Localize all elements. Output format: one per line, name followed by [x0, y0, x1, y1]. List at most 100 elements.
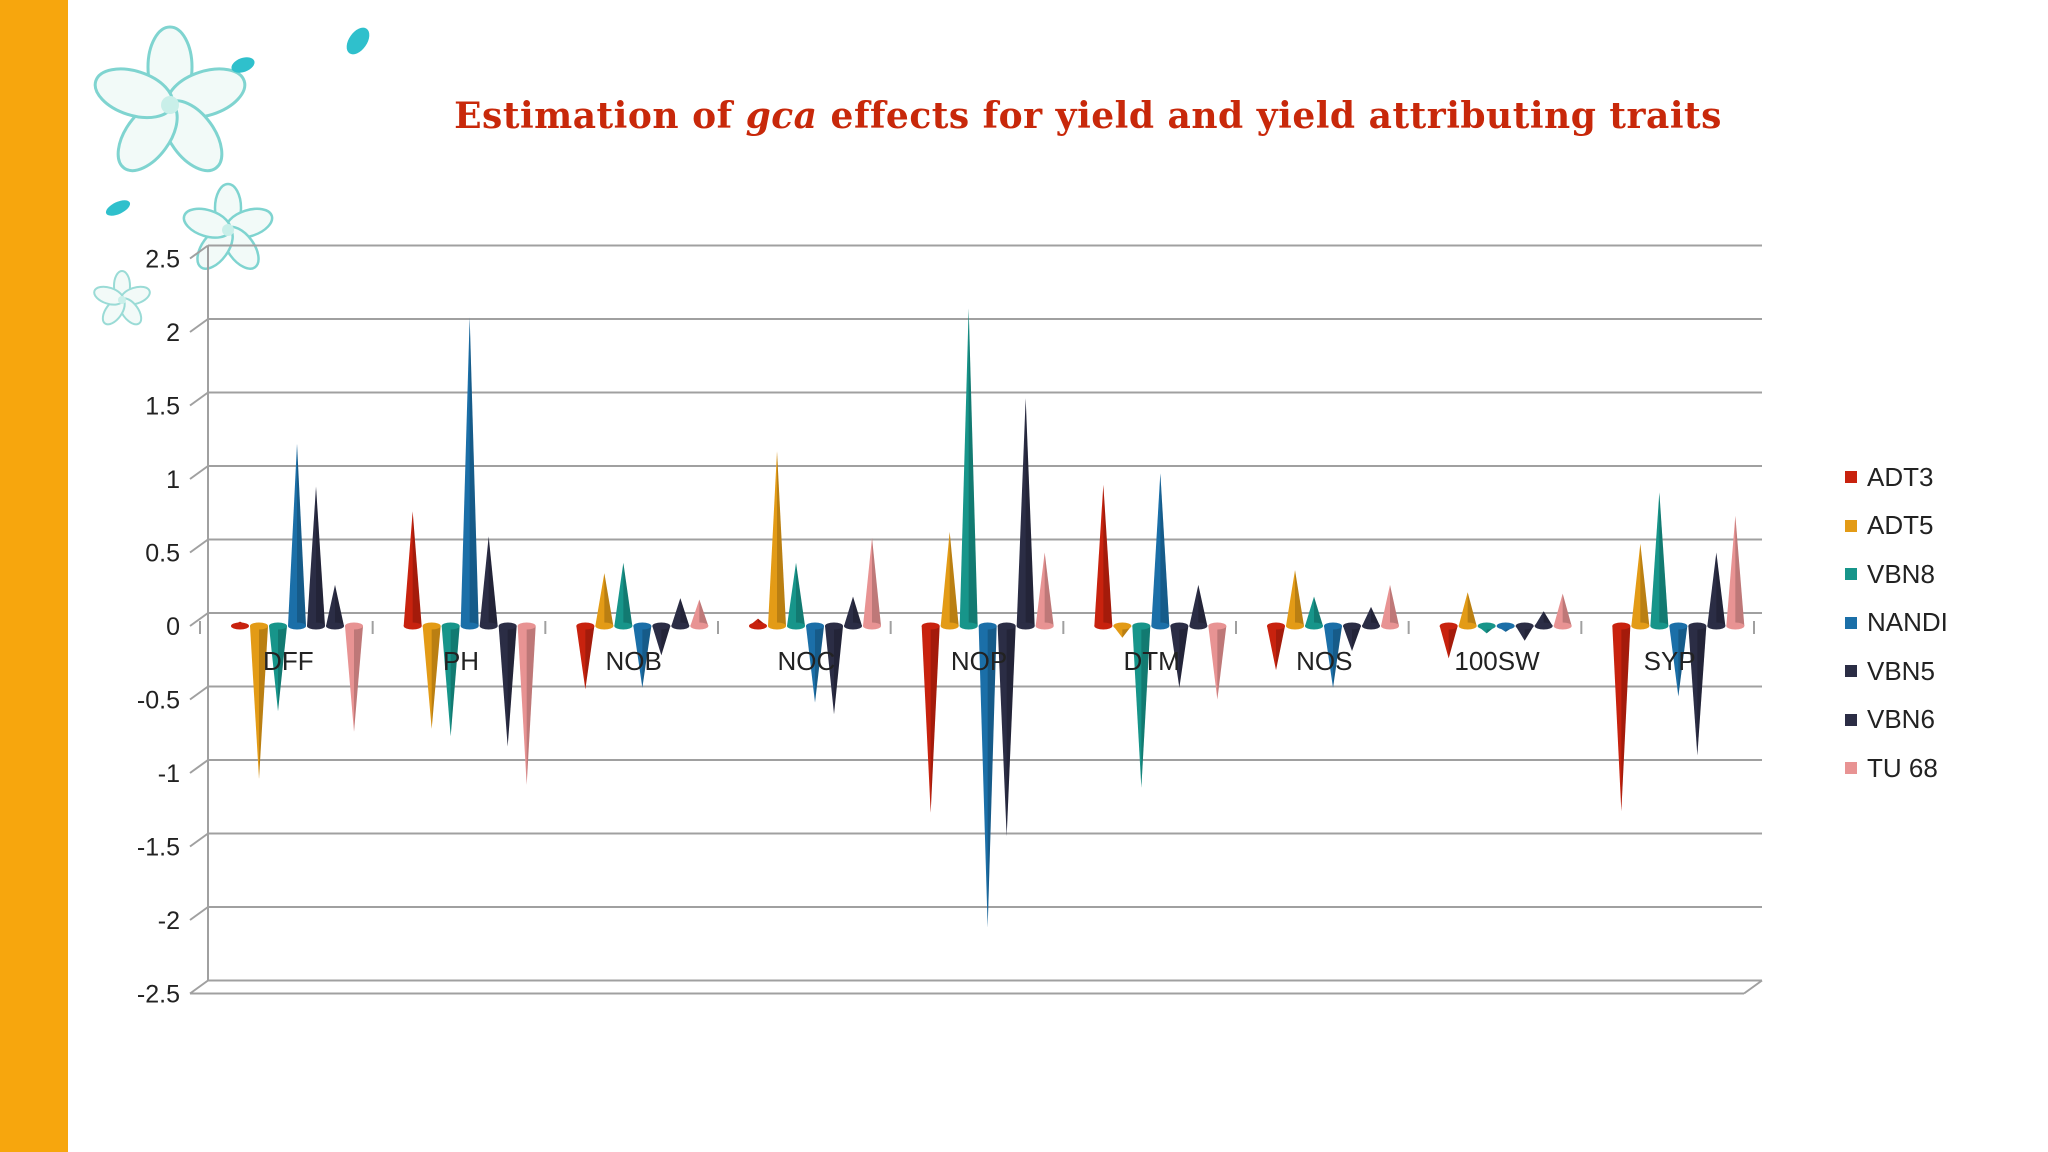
- y-tick-label: -0.5: [137, 687, 180, 715]
- legend-swatch: [1845, 519, 1857, 532]
- bar: [1726, 515, 1745, 630]
- bar: [652, 622, 671, 656]
- gridline-depth: [189, 465, 209, 480]
- legend-swatch: [1845, 665, 1857, 678]
- bar: [422, 622, 441, 729]
- bar: [921, 622, 940, 813]
- legend-label: TU 68: [1867, 752, 1938, 783]
- y-tick-label: 2: [166, 319, 180, 347]
- legend-label: ADT5: [1867, 510, 1934, 541]
- gridline-depth: [189, 612, 209, 627]
- bar: [614, 562, 633, 630]
- category-label: 100SW: [1454, 646, 1540, 676]
- y-axis-labels: 2.5 2 1.5 1 0.5 0 -0.5 -1 -1.5 -2 -2.5: [137, 246, 180, 1009]
- bar: [1612, 622, 1631, 812]
- bar: [1189, 584, 1208, 630]
- bar: [1458, 592, 1477, 630]
- bar: [1094, 484, 1113, 630]
- y-tick-label: 1.5: [145, 393, 180, 421]
- y-tick-label: -2.5: [137, 981, 180, 1009]
- bar: [633, 622, 652, 688]
- bar: [1631, 543, 1650, 630]
- bar: [1362, 606, 1380, 630]
- bar: [787, 562, 805, 630]
- medium-flower-icon: [182, 182, 274, 270]
- gridline-depth: [189, 979, 209, 995]
- bar: [288, 443, 306, 630]
- category-label: DFF: [263, 646, 314, 676]
- bar: [326, 584, 344, 630]
- y-tick-label: -2: [158, 907, 180, 935]
- legend-swatch: [1845, 568, 1857, 581]
- category-label: NOS: [1296, 646, 1352, 676]
- legend-swatch: [1845, 713, 1857, 726]
- bar: [1286, 570, 1304, 630]
- bar: [1324, 622, 1342, 688]
- bar: [1515, 622, 1534, 641]
- small-flower-icon: [93, 270, 151, 326]
- bar: [1669, 622, 1688, 697]
- bar: [940, 531, 959, 630]
- y-tick-label: -1.5: [137, 834, 180, 862]
- floor-side-edge: [1743, 979, 1763, 995]
- title-prefix: Estimation of: [454, 95, 746, 137]
- bar: [671, 598, 690, 630]
- accent-bar: [0, 0, 68, 1152]
- y-tick-label: 1: [166, 466, 180, 494]
- y-tick-label: 2.5: [145, 246, 180, 274]
- bar: [403, 511, 422, 630]
- bar: [479, 536, 498, 630]
- bar: [595, 573, 614, 630]
- gridline-depth: [189, 318, 209, 333]
- bar: [498, 622, 517, 747]
- legend-swatch: [1845, 762, 1857, 775]
- category-label: PH: [443, 646, 479, 676]
- bar: [1650, 492, 1669, 630]
- legend-label: VBN6: [1867, 704, 1935, 735]
- bar: [825, 622, 843, 715]
- bar: [1553, 593, 1572, 630]
- bar: [1707, 552, 1726, 630]
- gridline-depth: [189, 244, 209, 260]
- bar: [997, 622, 1016, 837]
- bar: [1534, 611, 1553, 630]
- category-label: NOP: [951, 646, 1007, 676]
- large-flower-icon: [93, 25, 247, 173]
- gridline-depth: [189, 759, 209, 774]
- legend-item: ADT3: [1845, 453, 2045, 502]
- bar: [1496, 622, 1515, 632]
- bar: [460, 317, 479, 630]
- bar: [1016, 398, 1035, 630]
- bar: [1208, 622, 1227, 700]
- legend-swatch: [1845, 616, 1857, 629]
- category-labels: DFF PH NOB NOC NOP DTM NOS 100SW SYP: [263, 646, 1696, 676]
- bar: [517, 622, 536, 785]
- legend-item: VBN5: [1845, 647, 2045, 696]
- bar: [345, 622, 363, 732]
- gridline-depth: [189, 832, 209, 848]
- bar: [576, 622, 595, 690]
- bar: [844, 596, 862, 630]
- bar: [1381, 584, 1399, 630]
- bar: [1343, 622, 1361, 651]
- bar: [1305, 596, 1323, 630]
- title-suffix: effects for yield and yield attributing …: [817, 95, 1722, 137]
- bar: [1035, 552, 1054, 630]
- bar: [959, 308, 978, 630]
- y-tick-label: -1: [158, 760, 180, 788]
- bar: [231, 621, 249, 630]
- legend-label: VBN5: [1867, 655, 1935, 686]
- bar: [749, 618, 767, 630]
- category-label: NOC: [777, 646, 835, 676]
- bar: [1477, 622, 1496, 634]
- bar: [1151, 473, 1170, 630]
- bar: [1267, 622, 1285, 671]
- legend-swatch: [1845, 471, 1857, 484]
- title-italic: gca: [745, 95, 818, 137]
- bar: [307, 486, 325, 630]
- bar: [768, 451, 786, 630]
- bar: [863, 537, 881, 630]
- gridline-depth: [189, 906, 209, 921]
- legend-item: NANDI: [1845, 599, 2045, 648]
